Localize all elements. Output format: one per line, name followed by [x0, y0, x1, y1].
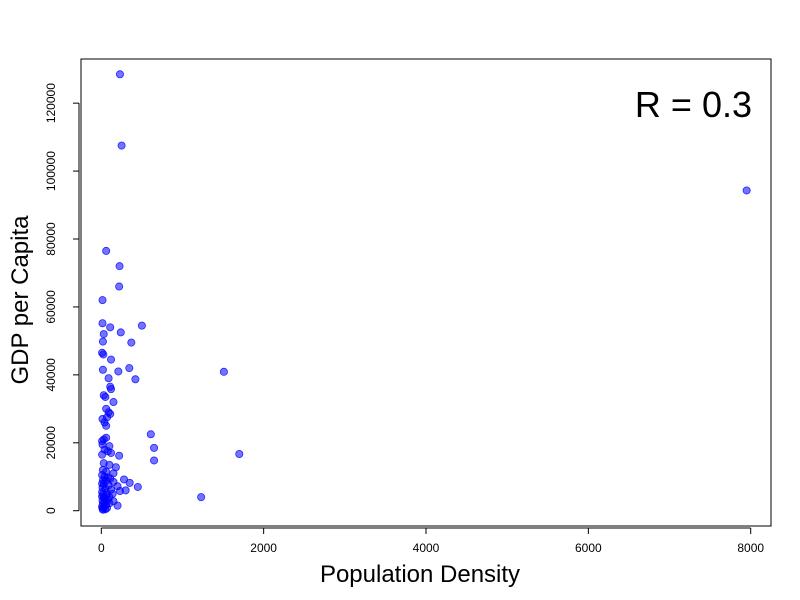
correlation-annotation: R = 0.3: [635, 84, 752, 125]
data-point: [150, 456, 159, 465]
data-point: [107, 448, 116, 457]
data-point: [98, 365, 107, 374]
y-axis: 0 20000 40000 60000 80000 100000 120000: [44, 83, 80, 514]
data-point: [116, 328, 125, 337]
data-point: [125, 364, 134, 373]
data-point: [114, 367, 123, 376]
data-point: [235, 449, 244, 458]
data-point: [102, 421, 111, 430]
data-point: [98, 296, 107, 305]
data-point: [98, 505, 107, 514]
data-point: [137, 321, 146, 330]
y-tick-label: 80000: [44, 222, 58, 256]
data-point: [146, 430, 155, 439]
y-tick-label: 120000: [44, 83, 58, 123]
data-point: [742, 186, 751, 195]
data-point: [115, 282, 124, 291]
data-point: [107, 385, 116, 394]
x-tick-label: 0: [98, 541, 105, 555]
data-point: [133, 482, 142, 491]
data-point: [99, 330, 108, 339]
data-point: [115, 487, 124, 496]
data-point: [115, 70, 124, 79]
data-point: [131, 375, 140, 384]
data-point: [125, 478, 134, 487]
y-tick-label: 20000: [44, 426, 58, 460]
y-axis-title: GDP per Capita: [7, 215, 34, 385]
y-tick-label: 0: [44, 507, 58, 514]
x-tick-label: 2000: [250, 541, 277, 555]
y-tick-label: 40000: [44, 358, 58, 392]
data-point: [102, 433, 111, 442]
data-point: [104, 374, 113, 383]
plot-frame: [80, 58, 772, 527]
data-point: [106, 323, 115, 332]
x-axis-title: Population Density: [320, 561, 520, 588]
data-point: [107, 355, 116, 364]
data-points: [98, 70, 751, 514]
x-axis: 0 2000 4000 6000 8000: [98, 527, 764, 555]
data-point: [115, 262, 124, 271]
data-point: [127, 338, 136, 347]
data-point: [117, 141, 126, 150]
data-point: [197, 493, 206, 502]
x-tick-label: 8000: [737, 541, 764, 555]
y-tick-label: 60000: [44, 290, 58, 324]
data-point: [101, 392, 110, 401]
data-point: [219, 367, 228, 376]
data-point: [98, 337, 107, 346]
data-point: [98, 319, 107, 328]
data-point: [113, 501, 122, 510]
data-point: [98, 450, 107, 459]
y-tick-label: 100000: [44, 151, 58, 191]
data-point: [102, 246, 111, 255]
x-tick-label: 4000: [413, 541, 440, 555]
x-tick-label: 6000: [575, 541, 602, 555]
data-point: [150, 443, 159, 452]
data-point: [115, 451, 124, 460]
data-point: [99, 350, 108, 359]
data-point: [109, 398, 118, 407]
